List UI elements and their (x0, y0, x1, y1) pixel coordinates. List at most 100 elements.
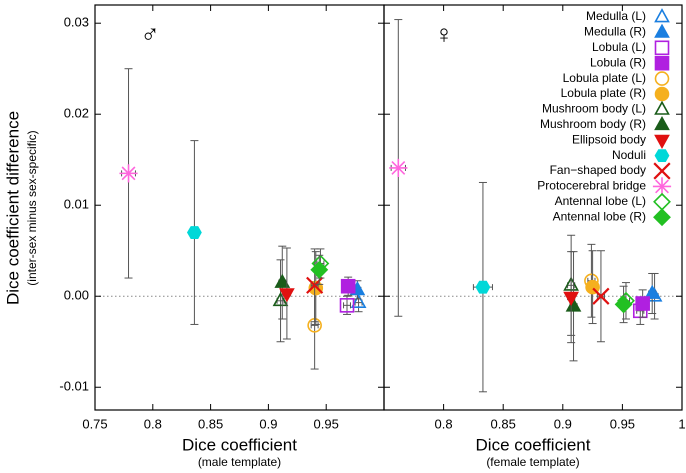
legend-label: Protocerebral bridge (537, 179, 646, 193)
data-point (350, 293, 367, 309)
x-axis-sublabel: (female template) (486, 455, 579, 469)
x-tick-label: 0.9 (554, 416, 572, 431)
marker-shape (186, 226, 202, 239)
marker-shape (391, 160, 406, 175)
x-tick-label: 1 (678, 416, 685, 431)
data-point (565, 297, 582, 312)
marker-shape (563, 291, 579, 306)
legend-marker (654, 71, 670, 86)
legend-label: Mushroom body (L) (542, 102, 646, 116)
data-point (475, 280, 491, 294)
marker-shape (340, 278, 356, 294)
legend-marker (654, 100, 670, 115)
y-tick-label: 0.00 (64, 288, 89, 303)
x-axis-label: Dice coefficient (182, 435, 297, 454)
marker-shape (654, 55, 670, 71)
legend-label: Antennal lobe (R) (553, 209, 646, 223)
x-axis-sublabel: (male template) (198, 455, 281, 469)
legend-label: Ellipsoid body (572, 132, 646, 146)
y-axis-sublabel: (inter-sex minus sex-specific) (25, 130, 39, 285)
legend-marker (654, 86, 670, 102)
x-tick-label: 0.9 (259, 416, 277, 431)
legend-marker (654, 149, 670, 162)
legend-label: Antennal lobe (L) (555, 194, 646, 208)
legend-label: Lobula plate (R) (561, 86, 646, 100)
data-point (614, 295, 633, 314)
legend-marker (653, 162, 671, 180)
marker-shape (614, 295, 633, 314)
data-point (339, 298, 355, 313)
marker-shape (654, 149, 670, 162)
marker-shape (475, 280, 491, 294)
legend-label: Medulla (R) (584, 25, 646, 39)
marker-shape (592, 287, 610, 305)
legend-marker (653, 208, 671, 227)
legend-label: Fan−shaped body (550, 163, 646, 177)
legend-label: Lobula plate (L) (563, 71, 646, 85)
marker-shape (306, 276, 324, 294)
panel-symbol: ♂ (140, 19, 160, 49)
y-tick-label: -0.01 (59, 379, 89, 394)
marker-shape (350, 293, 367, 309)
marker-shape (654, 115, 670, 131)
marker-shape (279, 288, 295, 303)
legend-label: Lobula (L) (592, 40, 646, 54)
data-point (186, 226, 202, 239)
y-tick-label: 0.02 (64, 106, 89, 121)
x-tick-label: 0.8 (435, 416, 453, 431)
plot-frame (383, 4, 683, 411)
marker-shape (655, 179, 669, 194)
x-tick-label: 0.95 (610, 416, 635, 431)
legend-marker (654, 134, 670, 149)
x-axis-label: Dice coefficient (476, 435, 591, 454)
data-point (592, 287, 610, 305)
marker-shape (272, 291, 289, 307)
data-point (310, 260, 329, 279)
data-point (389, 158, 408, 178)
data-point (272, 291, 289, 307)
legend-marker (654, 23, 670, 38)
data-point (644, 284, 661, 299)
data-point (306, 276, 324, 294)
data-point (635, 296, 650, 311)
data-point (563, 291, 579, 306)
marker-shape (310, 260, 329, 279)
legend-label: Noduli (612, 148, 646, 162)
marker-shape (644, 284, 661, 299)
marker-shape (654, 86, 670, 102)
data-point (119, 164, 138, 183)
data-point (340, 278, 356, 294)
x-tick-label: 0.75 (82, 416, 107, 431)
x-tick-label: 0.95 (314, 416, 339, 431)
marker-shape (635, 296, 650, 311)
legend-label: Medulla (L) (586, 9, 646, 23)
x-tick-label: 0.85 (198, 416, 223, 431)
marker-shape (339, 298, 355, 313)
marker-shape (654, 8, 670, 23)
legend-label: Mushroom body (R) (540, 117, 646, 131)
plot-frame (94, 4, 385, 411)
marker-shape (654, 100, 670, 115)
data-point (274, 273, 291, 288)
marker-shape (654, 23, 670, 38)
y-tick-label: 0.03 (64, 15, 89, 30)
marker-shape (654, 134, 670, 149)
data-point (279, 288, 295, 303)
marker-shape (653, 192, 671, 211)
x-tick-label: 0.85 (491, 416, 516, 431)
marker-shape (565, 297, 582, 312)
y-axis-label: Dice coefficient difference (3, 111, 22, 305)
marker-shape (653, 208, 671, 227)
marker-shape (654, 71, 670, 86)
x-tick-label: 0.8 (144, 416, 162, 431)
legend-label: Lobula (R) (590, 55, 646, 69)
legend-marker (654, 115, 670, 131)
legend-marker (654, 8, 670, 23)
legend-marker (653, 192, 671, 211)
panel-symbol: ♀ (434, 19, 454, 49)
marker-shape (653, 162, 671, 180)
legend-marker (654, 55, 670, 71)
marker-shape (121, 166, 136, 181)
marker-shape (274, 273, 291, 288)
